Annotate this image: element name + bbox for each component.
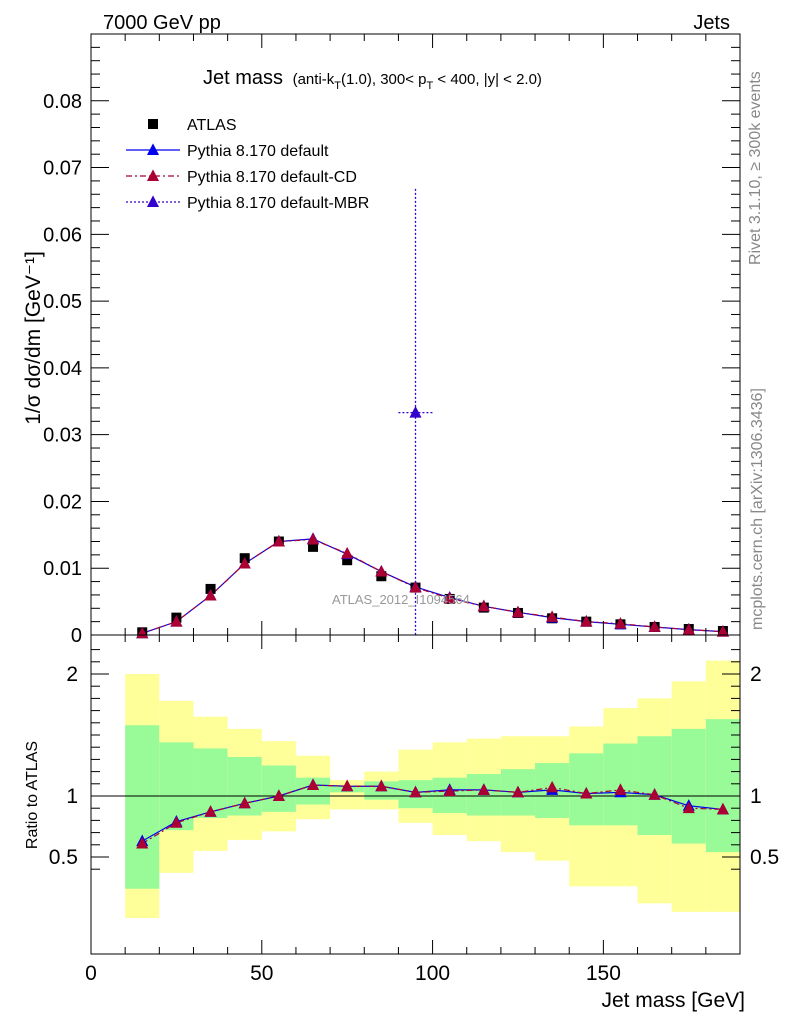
- y-axis-label-ratio: Ratio to ATLAS: [24, 741, 41, 849]
- y-axis-label-main: 1/σ dσ/dm [GeV⁻¹]: [22, 251, 45, 425]
- y-tick-label-main: 0.07: [43, 158, 82, 180]
- x-tick-label: 150: [586, 962, 621, 985]
- ratio-point-default-cd: [170, 816, 183, 828]
- ratio-band-inner: [637, 736, 672, 836]
- main-panel: 0 0.01 0.02 0.03 0.04 0.05 0.06 0.07 0.08: [43, 33, 741, 647]
- legend-label: ATLAS: [187, 117, 237, 134]
- series-point-default-cd: [682, 623, 695, 635]
- legend-marker-triangle: [146, 195, 160, 207]
- series-point-default-cd: [546, 610, 559, 622]
- series-point-default-cd: [477, 599, 490, 612]
- ratio-point-default-cd: [238, 796, 251, 809]
- series-line-default: [142, 538, 723, 634]
- series-point-default-cd: [204, 589, 217, 601]
- ratio-point-default-cd: [136, 836, 149, 849]
- x-axis-label: Jet mass [GeV]: [601, 989, 745, 1012]
- series-line-default-cd: [142, 538, 723, 634]
- legend-label: Pythia 8.170 default-MBR: [187, 195, 369, 212]
- x-tick-label: 0: [85, 962, 97, 985]
- series-point-default-cd: [375, 564, 388, 577]
- series-point-default-cd: [238, 556, 251, 569]
- ratio-band-inner: [671, 728, 706, 844]
- ratio-point-default-cd: [716, 802, 729, 815]
- ratio-band-inner: [261, 765, 296, 812]
- series-point-default-cd: [716, 625, 729, 637]
- ratio-point-default-cd: [272, 789, 285, 801]
- rivet-label: Rivet 3.1.10, ≥ 300k events: [747, 71, 764, 265]
- legend-label: Pythia 8.170 default: [187, 143, 329, 160]
- legend-item: Pythia 8.170 default: [126, 143, 329, 160]
- legend-item: ATLAS: [148, 117, 237, 134]
- y-tick-label-main: 0.08: [43, 91, 82, 113]
- header-left: 7000 GeV pp: [103, 12, 221, 34]
- series-point-default-cd: [648, 620, 661, 632]
- mcplots-label: mcplots.cern.ch [arXiv:1306.3436]: [749, 388, 766, 630]
- analysis-watermark: ATLAS_2012_I1094564: [332, 592, 470, 607]
- series-point-default-cd: [511, 605, 525, 618]
- series-point-default-cd: [170, 615, 183, 627]
- legend-item: Pythia 8.170 default-CD: [126, 169, 357, 186]
- atlas-point: [205, 583, 216, 594]
- legend: ATLAS Pythia 8.170 default Pythia 8.170 de…: [126, 117, 369, 212]
- ratio-frame: [90, 634, 741, 955]
- y-tick-label-main: 0.06: [43, 224, 82, 246]
- y-tick-label-main: 0.02: [43, 491, 82, 513]
- legend-marker-square: [148, 119, 158, 129]
- y-tick-label-main: 0.05: [43, 291, 82, 313]
- mbr-point: [409, 406, 422, 418]
- ratio-point-default-cd: [443, 784, 456, 797]
- y-tick-label-ratio-right: 0.5: [750, 846, 779, 869]
- atlas-point: [342, 555, 353, 566]
- y-tick-label-ratio: 0.5: [49, 846, 78, 869]
- y-tick-label-ratio-right: 1: [750, 785, 762, 808]
- ratio-point-default-cd: [341, 779, 354, 792]
- series-point-default-cd: [409, 580, 422, 593]
- series-point-default-cd: [443, 591, 456, 604]
- ratio-point-default-cd: [306, 778, 320, 790]
- y-tick-label-ratio-right: 2: [750, 663, 762, 686]
- legend-marker-triangle: [146, 169, 160, 181]
- series-point-default-cd: [341, 546, 354, 559]
- ratio-point-default-cd: [682, 801, 695, 814]
- y-tick-label-ratio: 1: [66, 785, 78, 808]
- y-tick-label-main: 0.04: [43, 358, 82, 380]
- ratio-point-default-cd: [511, 785, 525, 798]
- chart-title: Jet mass (anti-kT(1.0), 300< pT < 400, |…: [203, 67, 542, 92]
- ratio-band-inner: [705, 719, 740, 853]
- ratio-point-default-cd: [409, 785, 422, 798]
- ratio-point-default-cd: [375, 779, 388, 792]
- ratio-point-default-cd: [580, 786, 593, 799]
- ratio-band-inner: [125, 725, 160, 889]
- y-tick-label-main: 0.03: [43, 425, 82, 447]
- ratio-point-default-cd: [204, 805, 217, 817]
- ratio-point-default-cd: [648, 788, 661, 800]
- ratio-point-default-cd: [614, 783, 627, 795]
- legend-label: Pythia 8.170 default-CD: [187, 169, 357, 186]
- y-tick-label-ratio: 2: [66, 663, 78, 686]
- y-tick-label-main: 0: [71, 625, 82, 647]
- series-point-default-cd: [580, 615, 593, 627]
- ratio-panel: 0 50 100 150 0.5 0.5 1 1 2 2: [49, 634, 779, 985]
- chart-title-main: Jet mass: [203, 67, 283, 89]
- series-point-default-cd: [614, 617, 627, 629]
- ratio-point-default-cd: [477, 783, 490, 795]
- ratio-point-default-cd: [546, 780, 559, 793]
- header-right: Jets: [693, 12, 730, 34]
- ratio-line-default: [141, 784, 723, 842]
- legend-item: Pythia 8.170 default-MBR: [126, 195, 369, 212]
- y-tick-label-main: 0.01: [43, 558, 82, 580]
- atlas-point: [308, 541, 319, 552]
- series-point-default-cd: [272, 534, 285, 547]
- x-tick-label: 50: [250, 962, 273, 985]
- legend-marker-triangle: [146, 143, 160, 155]
- x-tick-label: 100: [415, 962, 450, 985]
- series-point-default-cd: [306, 532, 320, 545]
